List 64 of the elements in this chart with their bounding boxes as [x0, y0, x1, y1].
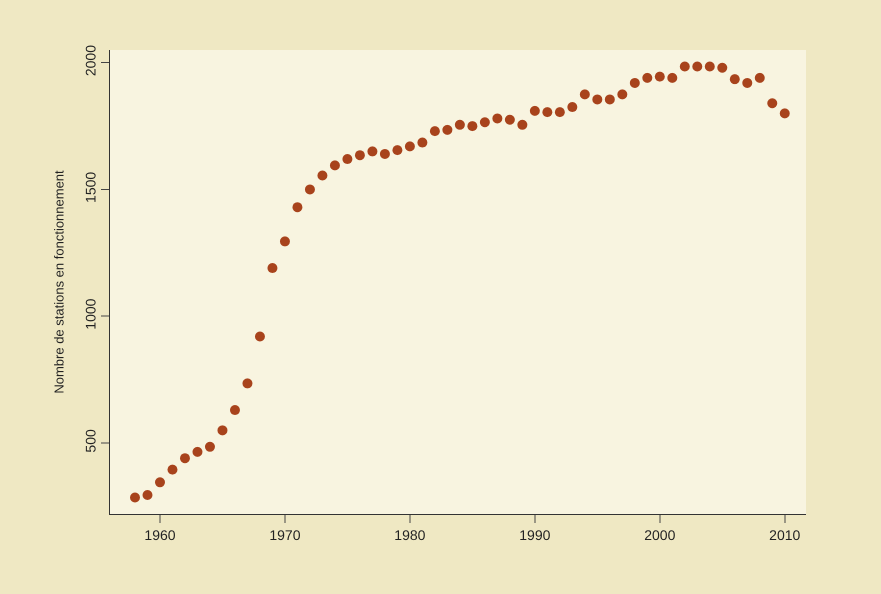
point — [354, 150, 365, 160]
y-tick-label: 2000 — [82, 44, 98, 76]
x-tick-label: 1970 — [269, 526, 301, 543]
point — [392, 145, 402, 156]
point — [642, 72, 652, 83]
point — [217, 425, 228, 436]
point — [517, 120, 528, 130]
point — [730, 74, 740, 84]
point — [680, 61, 690, 72]
x-tick-label: 2010 — [769, 526, 801, 543]
x-tick-label: 1960 — [144, 526, 176, 543]
point — [504, 114, 515, 125]
point — [204, 442, 215, 452]
point — [167, 464, 178, 475]
x-tick-label: 1990 — [519, 526, 551, 543]
point — [480, 117, 490, 128]
point — [554, 107, 565, 118]
point — [142, 490, 152, 500]
point — [567, 102, 578, 112]
point — [454, 120, 465, 130]
point — [330, 160, 340, 170]
point — [780, 108, 790, 118]
point — [280, 236, 290, 246]
point — [230, 405, 240, 416]
point — [442, 124, 452, 135]
point — [342, 154, 352, 164]
point — [192, 446, 202, 457]
point — [630, 78, 640, 88]
point — [742, 78, 752, 88]
point — [380, 148, 390, 159]
point — [130, 492, 140, 503]
y-axis-title: Nombre de stations en fonctionnement — [51, 170, 66, 394]
point — [242, 378, 252, 388]
point — [754, 72, 765, 83]
point — [692, 61, 702, 72]
point — [580, 89, 590, 100]
point — [367, 146, 378, 156]
point — [704, 61, 715, 72]
point — [267, 263, 278, 274]
point — [767, 98, 778, 108]
point — [717, 62, 728, 73]
point — [530, 106, 540, 116]
point — [467, 121, 478, 132]
point — [317, 170, 328, 181]
point — [492, 113, 502, 124]
point — [180, 453, 190, 464]
point — [417, 138, 428, 148]
point — [617, 89, 628, 100]
point — [542, 107, 552, 118]
point — [254, 332, 265, 342]
point — [430, 126, 440, 136]
point — [304, 184, 315, 194]
x-tick-label: 1980 — [394, 526, 426, 543]
y-tick-label: 1000 — [82, 298, 98, 330]
point — [667, 72, 678, 83]
point — [154, 477, 165, 488]
y-tick-label: 500 — [82, 429, 98, 453]
point — [592, 94, 602, 104]
point — [654, 72, 665, 82]
y-tick-label: 1500 — [82, 172, 98, 203]
point — [404, 141, 415, 152]
point — [604, 94, 615, 104]
x-tick-label: 2000 — [644, 526, 676, 543]
point — [292, 202, 302, 212]
